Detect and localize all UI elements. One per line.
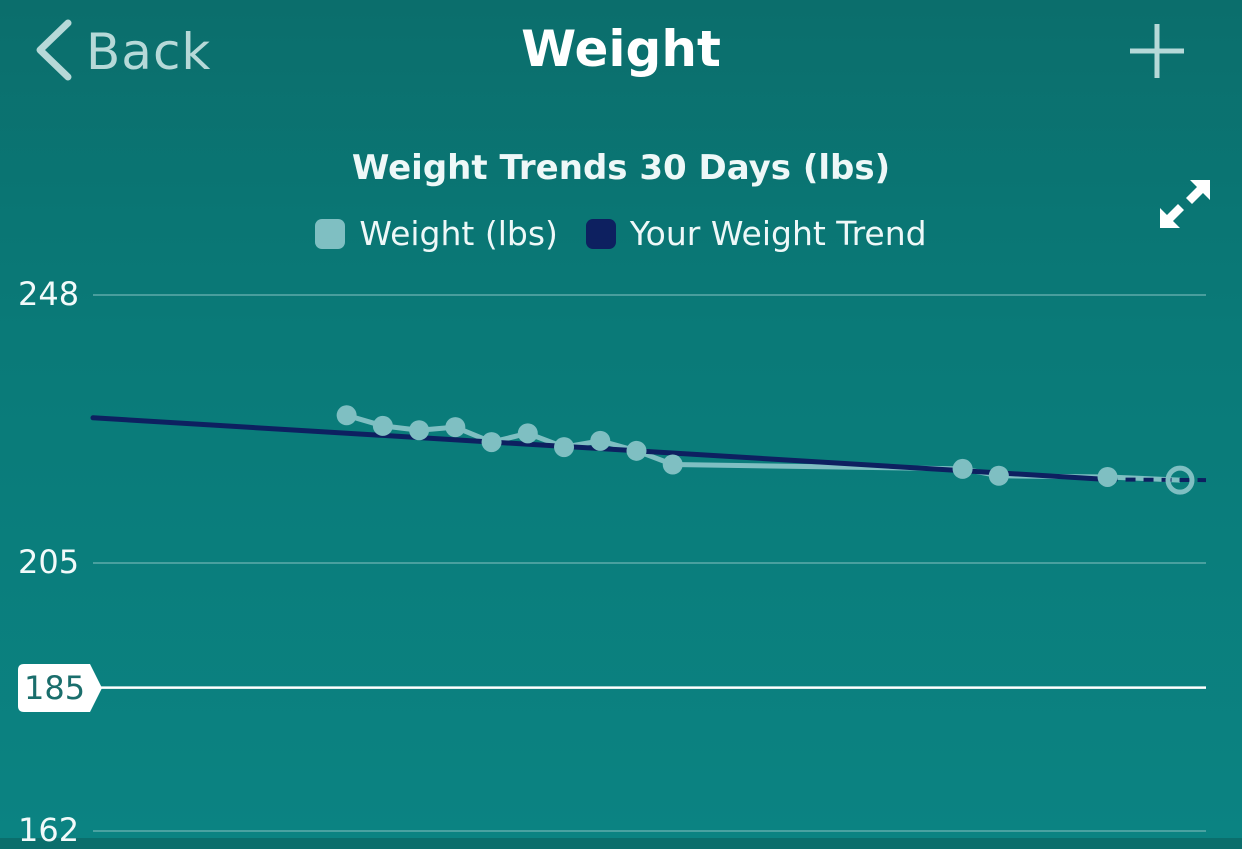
back-button[interactable]: Back	[30, 16, 211, 88]
add-button[interactable]	[1128, 22, 1186, 80]
weight-point	[409, 420, 430, 441]
y-tick-label: 162	[18, 811, 80, 849]
legend-item-trend: Your Weight Trend	[585, 214, 927, 253]
weight-point	[554, 437, 575, 458]
legend-item-weight: Weight (lbs)	[315, 214, 558, 253]
weight-point	[372, 415, 393, 436]
y-tick-label: 205	[18, 543, 80, 581]
weight-point	[445, 417, 466, 438]
nav-bar: Back Weight	[0, 0, 1242, 110]
chevron-left-icon	[30, 17, 78, 87]
y-tick-label: 248	[18, 275, 80, 313]
weight-point	[1097, 466, 1118, 487]
legend-label-weight: Weight (lbs)	[359, 214, 558, 253]
weight-point	[952, 458, 973, 479]
weight-point	[336, 405, 357, 426]
goal-weight-tag: 185	[18, 663, 102, 712]
weight-point	[590, 430, 611, 451]
expand-arrows-icon	[1158, 180, 1212, 234]
chart-title: Weight Trends 30 Days (lbs)	[351, 148, 891, 188]
plus-icon	[1128, 24, 1186, 84]
goal-weight-label: 185	[24, 668, 86, 707]
chart-legend: Weight (lbs) Your Weight Trend	[0, 214, 1242, 253]
back-label: Back	[86, 23, 212, 81]
legend-label-trend: Your Weight Trend	[629, 214, 927, 253]
weight-point	[988, 465, 1009, 486]
weight-point	[626, 440, 647, 461]
weight-point	[517, 423, 538, 444]
page-title: Weight	[521, 20, 721, 78]
expand-button[interactable]	[1158, 178, 1212, 230]
weight-series-line	[345, 412, 1181, 483]
legend-swatch-trend	[585, 218, 616, 249]
weight-point-latest	[1165, 465, 1195, 495]
weight-point	[662, 454, 683, 475]
legend-swatch-weight	[315, 218, 346, 249]
weight-point	[481, 432, 502, 453]
